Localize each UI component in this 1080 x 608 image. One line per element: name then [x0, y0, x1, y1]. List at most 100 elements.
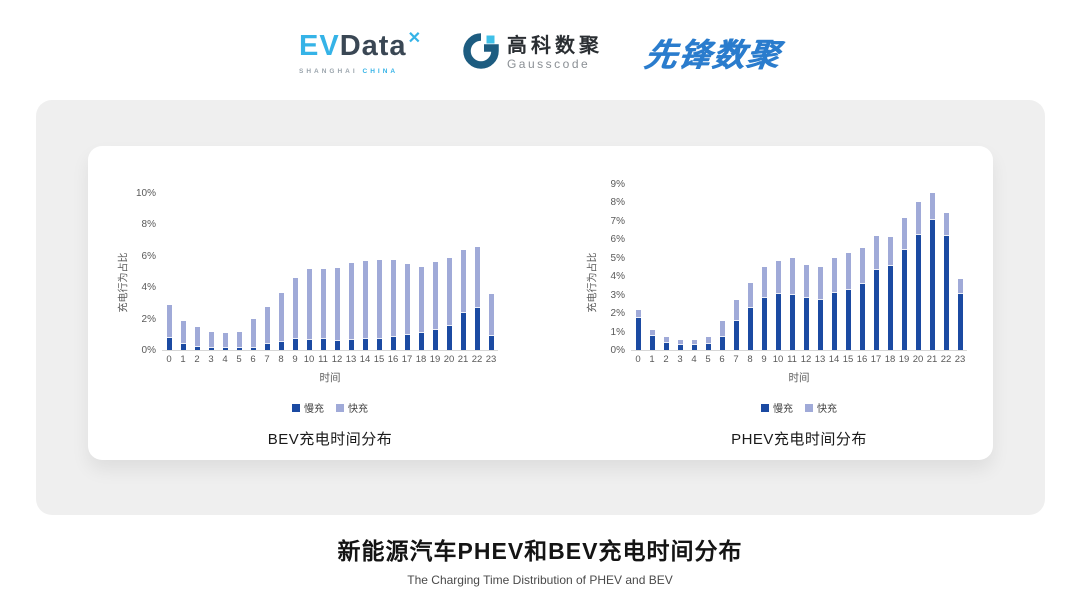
bar-slot: [911, 202, 925, 350]
x-tick-label: 17: [870, 354, 882, 365]
stacked-bar-hour-0: [635, 310, 641, 350]
bar-segment-快充: [859, 247, 865, 284]
phev-y-axis: 0% 1% 2% 3% 4% 5% 6% 7% 8% 9%: [597, 179, 631, 356]
bar-slot: [386, 259, 400, 350]
bar-slot: [729, 300, 743, 350]
bar-segment-慢充: [264, 343, 270, 350]
stacked-bar-hour-5: [236, 331, 242, 350]
bar-segment-慢充: [236, 348, 242, 350]
phev-legend-slow: 慢充: [761, 400, 793, 415]
bar-slot: [316, 269, 330, 350]
stacked-bar-hour-16: [390, 259, 396, 350]
x-tick-label: 10: [772, 354, 784, 365]
x-tick-label: 6: [250, 354, 256, 365]
bar-segment-快充: [817, 267, 823, 301]
bar-slot: [302, 269, 316, 350]
phev-chart: 充电行为占比 0% 1% 2% 3% 4% 5% 6% 7% 8% 9% 0 1 2 3 4 5 6 7 8 9 10…: [581, 179, 967, 460]
x-tick-label: 7: [264, 354, 270, 365]
bar-segment-慢充: [663, 342, 669, 350]
stacked-bar-hour-4: [222, 332, 228, 350]
bar-slot: [687, 339, 701, 350]
x-tick-label: 0: [635, 354, 641, 365]
x-tick-label: 20: [912, 354, 924, 365]
stacked-bar-hour-2: [194, 326, 200, 350]
bar-segment-快充: [250, 318, 256, 348]
bar-slot: [631, 310, 645, 350]
bar-slot: [799, 265, 813, 350]
bar-slot: [456, 250, 470, 350]
phev-x-axis: 0 1 2 3 4 5 6 7 8 9 10 11 12 13 14 15 16 17 18 19 20 21 22 23: [631, 354, 967, 365]
bar-segment-慢充: [404, 335, 410, 350]
bar-segment-快充: [348, 262, 354, 340]
bar-segment-慢充: [460, 313, 466, 350]
stacked-bar-hour-6: [719, 320, 725, 350]
bar-slot: [484, 294, 498, 350]
bar-segment-慢充: [194, 346, 200, 350]
x-tick-label: 13: [345, 354, 357, 365]
x-tick-label: 23: [954, 354, 966, 365]
x-tick-label: 13: [814, 354, 826, 365]
evdata-data-text: Data: [339, 30, 407, 62]
bar-segment-慢充: [761, 298, 767, 350]
stacked-bar-hour-16: [859, 247, 865, 350]
bar-segment-慢充: [166, 338, 172, 350]
bar-segment-慢充: [733, 320, 739, 350]
bar-segment-快充: [929, 193, 935, 220]
stacked-bar-hour-22: [474, 247, 480, 350]
bar-slot: [645, 329, 659, 350]
bar-segment-快充: [649, 329, 655, 337]
stacked-bar-hour-15: [845, 253, 851, 350]
bar-slot: [925, 193, 939, 350]
x-tick-label: 9: [761, 354, 767, 365]
stacked-bar-hour-17: [873, 235, 879, 350]
evdata-sub-shanghai: SHANGHAI: [299, 68, 358, 75]
y-tick-label: 10%: [135, 188, 156, 199]
bar-slot: [757, 267, 771, 350]
stacked-bar-hour-0: [166, 305, 172, 350]
bar-slot: [883, 236, 897, 350]
bar-segment-快充: [166, 305, 172, 339]
bar-segment-快充: [705, 337, 711, 344]
y-tick-label: 1%: [610, 326, 625, 338]
bev-legend-fast: 快充: [336, 400, 368, 415]
fast-charge-swatch: [805, 403, 813, 412]
bar-segment-快充: [635, 310, 641, 318]
bev-plot-area: [162, 194, 498, 351]
bar-segment-慢充: [334, 340, 340, 350]
bar-segment-慢充: [222, 348, 228, 350]
bev-x-axis-title: 时间: [319, 372, 341, 384]
x-tick-label: 19: [898, 354, 910, 365]
stacked-bar-hour-11: [789, 257, 795, 350]
stacked-bar-hour-2: [663, 337, 669, 350]
bar-slot: [190, 326, 204, 350]
stacked-bar-hour-10: [306, 269, 312, 350]
bar-slot: [743, 282, 757, 350]
y-tick-label: 0%: [141, 345, 156, 356]
y-tick-label: 7%: [610, 215, 625, 227]
bar-slot: [414, 266, 428, 350]
stacked-bar-hour-8: [747, 282, 753, 350]
y-tick-label: 5%: [610, 252, 625, 264]
bar-segment-快充: [775, 261, 781, 294]
bar-slot: [358, 260, 372, 350]
bar-segment-慢充: [250, 347, 256, 350]
bar-segment-慢充: [432, 329, 438, 350]
bar-segment-慢充: [831, 292, 837, 350]
bar-segment-快充: [278, 293, 284, 343]
bar-segment-快充: [761, 267, 767, 299]
x-tick-label: 15: [373, 354, 385, 365]
fast-charge-swatch: [336, 403, 344, 412]
stacked-bar-hour-22: [943, 212, 949, 350]
gausscode-wordmark: 高科数聚 Gausscode: [507, 35, 603, 71]
bar-slot: [897, 218, 911, 350]
stacked-bar-hour-17: [404, 263, 410, 350]
evdata-sub-china: CHINA: [362, 68, 399, 75]
stacked-bar-hour-15: [376, 259, 382, 350]
gray-panel: 充电行为占比 0% 2% 4% 6% 8% 10% 0 1 2 3 4 5 6 7 8 9 10 11 12 13 1…: [36, 100, 1045, 515]
evdata-wordmark: EVData✕: [299, 30, 421, 66]
fast-charge-label: 快充: [817, 404, 837, 415]
bar-segment-慢充: [348, 339, 354, 350]
bev-chart-title: BEV充电时间分布: [267, 431, 393, 448]
bar-slot: [232, 331, 246, 350]
x-tick-label: 5: [236, 354, 242, 365]
